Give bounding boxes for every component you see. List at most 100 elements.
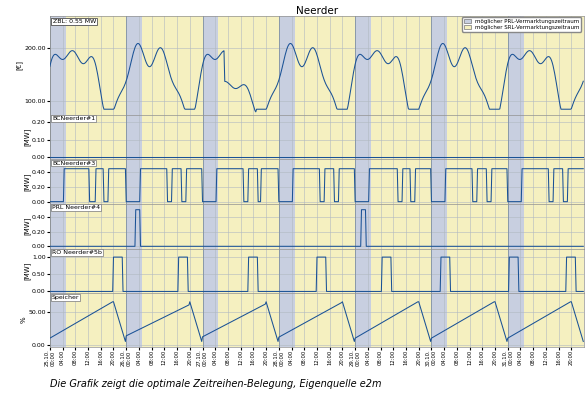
- Bar: [431, 114, 447, 159]
- Bar: [218, 249, 279, 293]
- Bar: [371, 249, 431, 293]
- Bar: [447, 159, 508, 204]
- Bar: [355, 159, 371, 204]
- Y-axis label: [MW]: [MW]: [24, 217, 31, 235]
- Bar: [524, 249, 584, 293]
- Bar: [279, 114, 295, 159]
- Bar: [371, 204, 431, 249]
- Bar: [142, 114, 203, 159]
- Bar: [279, 249, 295, 293]
- Bar: [295, 159, 355, 204]
- Bar: [508, 16, 524, 114]
- Bar: [218, 293, 279, 347]
- Bar: [126, 204, 142, 249]
- Text: RO Neerder#5b: RO Neerder#5b: [52, 250, 102, 255]
- Bar: [524, 16, 584, 114]
- Bar: [66, 293, 126, 347]
- Bar: [447, 204, 508, 249]
- Bar: [66, 249, 126, 293]
- Bar: [279, 159, 295, 204]
- Legend: möglicher PRL-Vermarktungszeitraum, möglicher SRL-Vermarktungszeitraum: möglicher PRL-Vermarktungszeitraum, mögl…: [463, 17, 581, 31]
- Bar: [295, 249, 355, 293]
- Bar: [431, 293, 447, 347]
- Bar: [524, 293, 584, 347]
- Bar: [66, 159, 126, 204]
- Bar: [371, 114, 431, 159]
- Text: Spot Markt: Spot Markt: [52, 19, 86, 24]
- Text: BCNeerder#1: BCNeerder#1: [52, 116, 95, 121]
- Bar: [203, 204, 218, 249]
- Bar: [447, 114, 508, 159]
- Bar: [371, 293, 431, 347]
- Bar: [355, 16, 371, 114]
- Bar: [218, 159, 279, 204]
- Bar: [66, 16, 126, 114]
- Bar: [431, 16, 447, 114]
- Bar: [279, 16, 295, 114]
- Bar: [126, 16, 142, 114]
- Text: Speicher: Speicher: [52, 295, 79, 300]
- Bar: [371, 159, 431, 204]
- Bar: [431, 159, 447, 204]
- Bar: [126, 114, 142, 159]
- Bar: [355, 114, 371, 159]
- Bar: [279, 204, 295, 249]
- Text: ZBL: 0.55 MW: ZBL: 0.55 MW: [53, 19, 96, 24]
- Bar: [126, 249, 142, 293]
- Bar: [295, 293, 355, 347]
- Bar: [142, 249, 203, 293]
- Y-axis label: %: %: [21, 317, 27, 323]
- Bar: [218, 16, 279, 114]
- Bar: [447, 249, 508, 293]
- Y-axis label: [MW]: [MW]: [24, 172, 31, 191]
- Bar: [355, 204, 371, 249]
- Bar: [142, 159, 203, 204]
- Bar: [126, 159, 142, 204]
- Bar: [355, 249, 371, 293]
- Y-axis label: [€]: [€]: [16, 60, 23, 70]
- Bar: [203, 293, 218, 347]
- Bar: [66, 114, 126, 159]
- Text: Die Grafik zeigt die optimale Zeitreihen-Belegung, Eigenquelle e2m: Die Grafik zeigt die optimale Zeitreihen…: [50, 379, 382, 389]
- Bar: [355, 293, 371, 347]
- Bar: [279, 293, 295, 347]
- Bar: [431, 204, 447, 249]
- Bar: [524, 204, 584, 249]
- Bar: [295, 204, 355, 249]
- Bar: [295, 16, 355, 114]
- Text: BCNeerder#3: BCNeerder#3: [52, 160, 95, 166]
- Bar: [50, 16, 66, 114]
- Bar: [524, 114, 584, 159]
- Bar: [142, 16, 203, 114]
- Bar: [431, 249, 447, 293]
- Y-axis label: [MW]: [MW]: [24, 262, 31, 280]
- Bar: [50, 159, 66, 204]
- Bar: [66, 204, 126, 249]
- Bar: [50, 204, 66, 249]
- Bar: [218, 204, 279, 249]
- Bar: [50, 293, 66, 347]
- Y-axis label: [MW]: [MW]: [24, 128, 31, 146]
- Bar: [142, 204, 203, 249]
- Bar: [447, 293, 508, 347]
- Bar: [508, 293, 524, 347]
- Bar: [508, 159, 524, 204]
- Bar: [508, 114, 524, 159]
- Bar: [142, 293, 203, 347]
- Bar: [203, 159, 218, 204]
- Bar: [203, 16, 218, 114]
- Title: Neerder: Neerder: [296, 6, 338, 15]
- Bar: [218, 114, 279, 159]
- Bar: [126, 293, 142, 347]
- Bar: [50, 249, 66, 293]
- Bar: [508, 204, 524, 249]
- Text: PRL Neerder#4: PRL Neerder#4: [52, 205, 100, 210]
- Bar: [50, 114, 66, 159]
- Bar: [203, 114, 218, 159]
- Bar: [371, 16, 431, 114]
- Bar: [447, 16, 508, 114]
- Bar: [524, 159, 584, 204]
- Bar: [203, 249, 218, 293]
- Bar: [295, 114, 355, 159]
- Bar: [508, 249, 524, 293]
